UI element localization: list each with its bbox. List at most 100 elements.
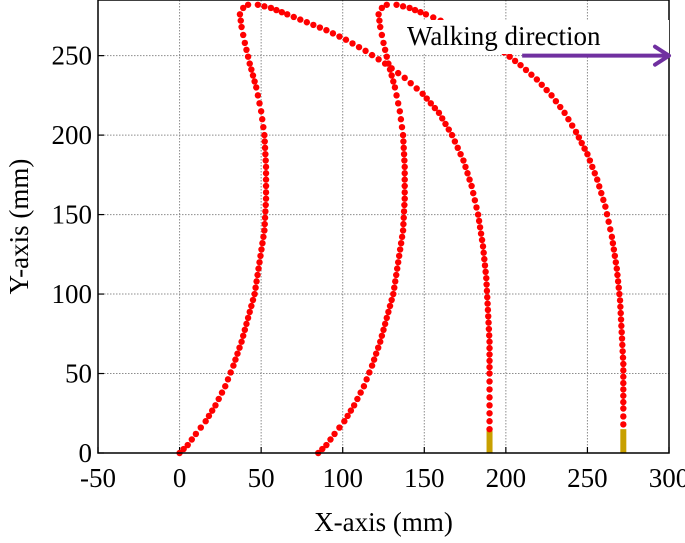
y-tick-label: 0 — [79, 438, 93, 468]
trajectory-point — [261, 138, 268, 145]
trajectory-point — [620, 360, 627, 368]
trajectory-point — [254, 271, 261, 279]
trajectory-point — [399, 227, 407, 234]
trajectory-point — [548, 92, 555, 99]
trajectory-point — [252, 284, 259, 291]
trajectory-point — [344, 412, 351, 420]
trajectory-point — [448, 131, 456, 139]
trajectory-point — [248, 302, 255, 310]
trajectory-point — [473, 204, 480, 211]
trajectory-point — [612, 259, 620, 266]
trajectory-point — [392, 278, 399, 285]
trajectory-point — [471, 197, 479, 204]
trajectory-point — [557, 103, 564, 111]
trajectory-point — [218, 389, 226, 396]
trajectory-point — [543, 86, 550, 94]
trajectory-point — [400, 214, 407, 221]
trajectory-point — [323, 27, 330, 34]
trajectory-point — [380, 326, 387, 334]
trajectory-point — [378, 4, 386, 12]
trajectory-point — [390, 290, 397, 298]
trajectory-point — [466, 176, 473, 183]
trajectory-point — [388, 72, 395, 79]
trajectory-point — [400, 144, 407, 152]
trajectory-point — [248, 66, 255, 73]
trajectory-point — [327, 436, 334, 443]
trajectory-point — [572, 128, 580, 136]
trajectory-point — [483, 274, 490, 282]
trajectory-point — [522, 66, 530, 74]
trajectory-point — [401, 176, 408, 183]
trajectory-point — [399, 3, 407, 10]
trajectory-point — [261, 227, 268, 234]
trajectory-point — [205, 412, 213, 420]
trajectory-point — [262, 176, 270, 183]
trajectory-point — [445, 126, 452, 133]
x-tick-label: 100 — [322, 463, 363, 493]
trajectory-point — [474, 211, 482, 218]
trajectory-point — [362, 47, 369, 55]
trajectory-point — [378, 31, 386, 39]
x-tick-label: -50 — [80, 463, 116, 493]
trajectory-point — [236, 11, 244, 18]
annotation-text: Walking direction — [407, 21, 601, 51]
trajectory-point — [475, 217, 483, 225]
trajectory-point — [391, 284, 398, 291]
trajectory-point — [244, 314, 252, 322]
trajectory-point — [581, 145, 588, 152]
trajectory-point — [594, 176, 601, 183]
trajectory-point — [202, 418, 209, 425]
trajectory-point — [360, 383, 368, 390]
trajectory-point — [589, 163, 596, 171]
x-tick-label: 50 — [248, 463, 275, 493]
trajectory-point — [620, 413, 627, 420]
trajectory-point — [261, 214, 269, 221]
trajectory-point — [584, 150, 591, 158]
trajectory-point — [397, 116, 405, 123]
trajectory-point — [251, 78, 258, 85]
trajectory-point — [249, 72, 257, 79]
annotation-background — [403, 20, 669, 54]
trajectory-point — [375, 11, 382, 18]
trajectory-point — [620, 386, 627, 393]
trajectory-point — [336, 424, 343, 431]
trajectory-point — [249, 296, 257, 304]
trajectory-point — [485, 325, 493, 333]
y-tick-label: 250 — [52, 41, 93, 71]
trajectory-point — [454, 144, 461, 152]
trajectory-point — [482, 268, 489, 275]
trajectory-point — [241, 326, 249, 334]
trajectory-point — [393, 92, 400, 99]
trajectory-point — [341, 418, 348, 425]
x-tick-label: 200 — [486, 463, 527, 493]
trajectory-point — [485, 319, 492, 326]
trajectory-point — [400, 150, 408, 158]
trajectory-point — [602, 203, 609, 210]
trajectory-point — [255, 265, 262, 272]
trajectory-point — [618, 329, 625, 336]
trajectory-point — [607, 226, 614, 233]
trajectory-point — [375, 56, 382, 63]
trajectory-point — [239, 332, 247, 339]
trajectory-point — [374, 344, 382, 351]
trajectory-point — [484, 294, 491, 301]
trajectory-point — [262, 201, 269, 209]
trajectory-point — [422, 11, 430, 18]
trajectory-point — [481, 255, 488, 263]
trajectory-point — [439, 115, 446, 122]
trajectory-point — [620, 379, 627, 387]
trajectory-point — [350, 402, 358, 409]
y-axis-title: Y-axis (mm) — [4, 159, 34, 295]
trajectory-point — [273, 6, 280, 14]
trajectory-point — [608, 233, 616, 241]
trajectory-point — [394, 265, 401, 272]
x-tick-label: 150 — [404, 463, 445, 493]
trajectory-point — [238, 338, 245, 345]
trajectory-point — [486, 418, 493, 425]
trajectory-point — [227, 369, 234, 376]
trajectory-point — [244, 53, 252, 60]
trajectory-point — [391, 84, 399, 91]
trajectory-points — [176, 1, 627, 457]
trajectory-point — [517, 61, 524, 69]
